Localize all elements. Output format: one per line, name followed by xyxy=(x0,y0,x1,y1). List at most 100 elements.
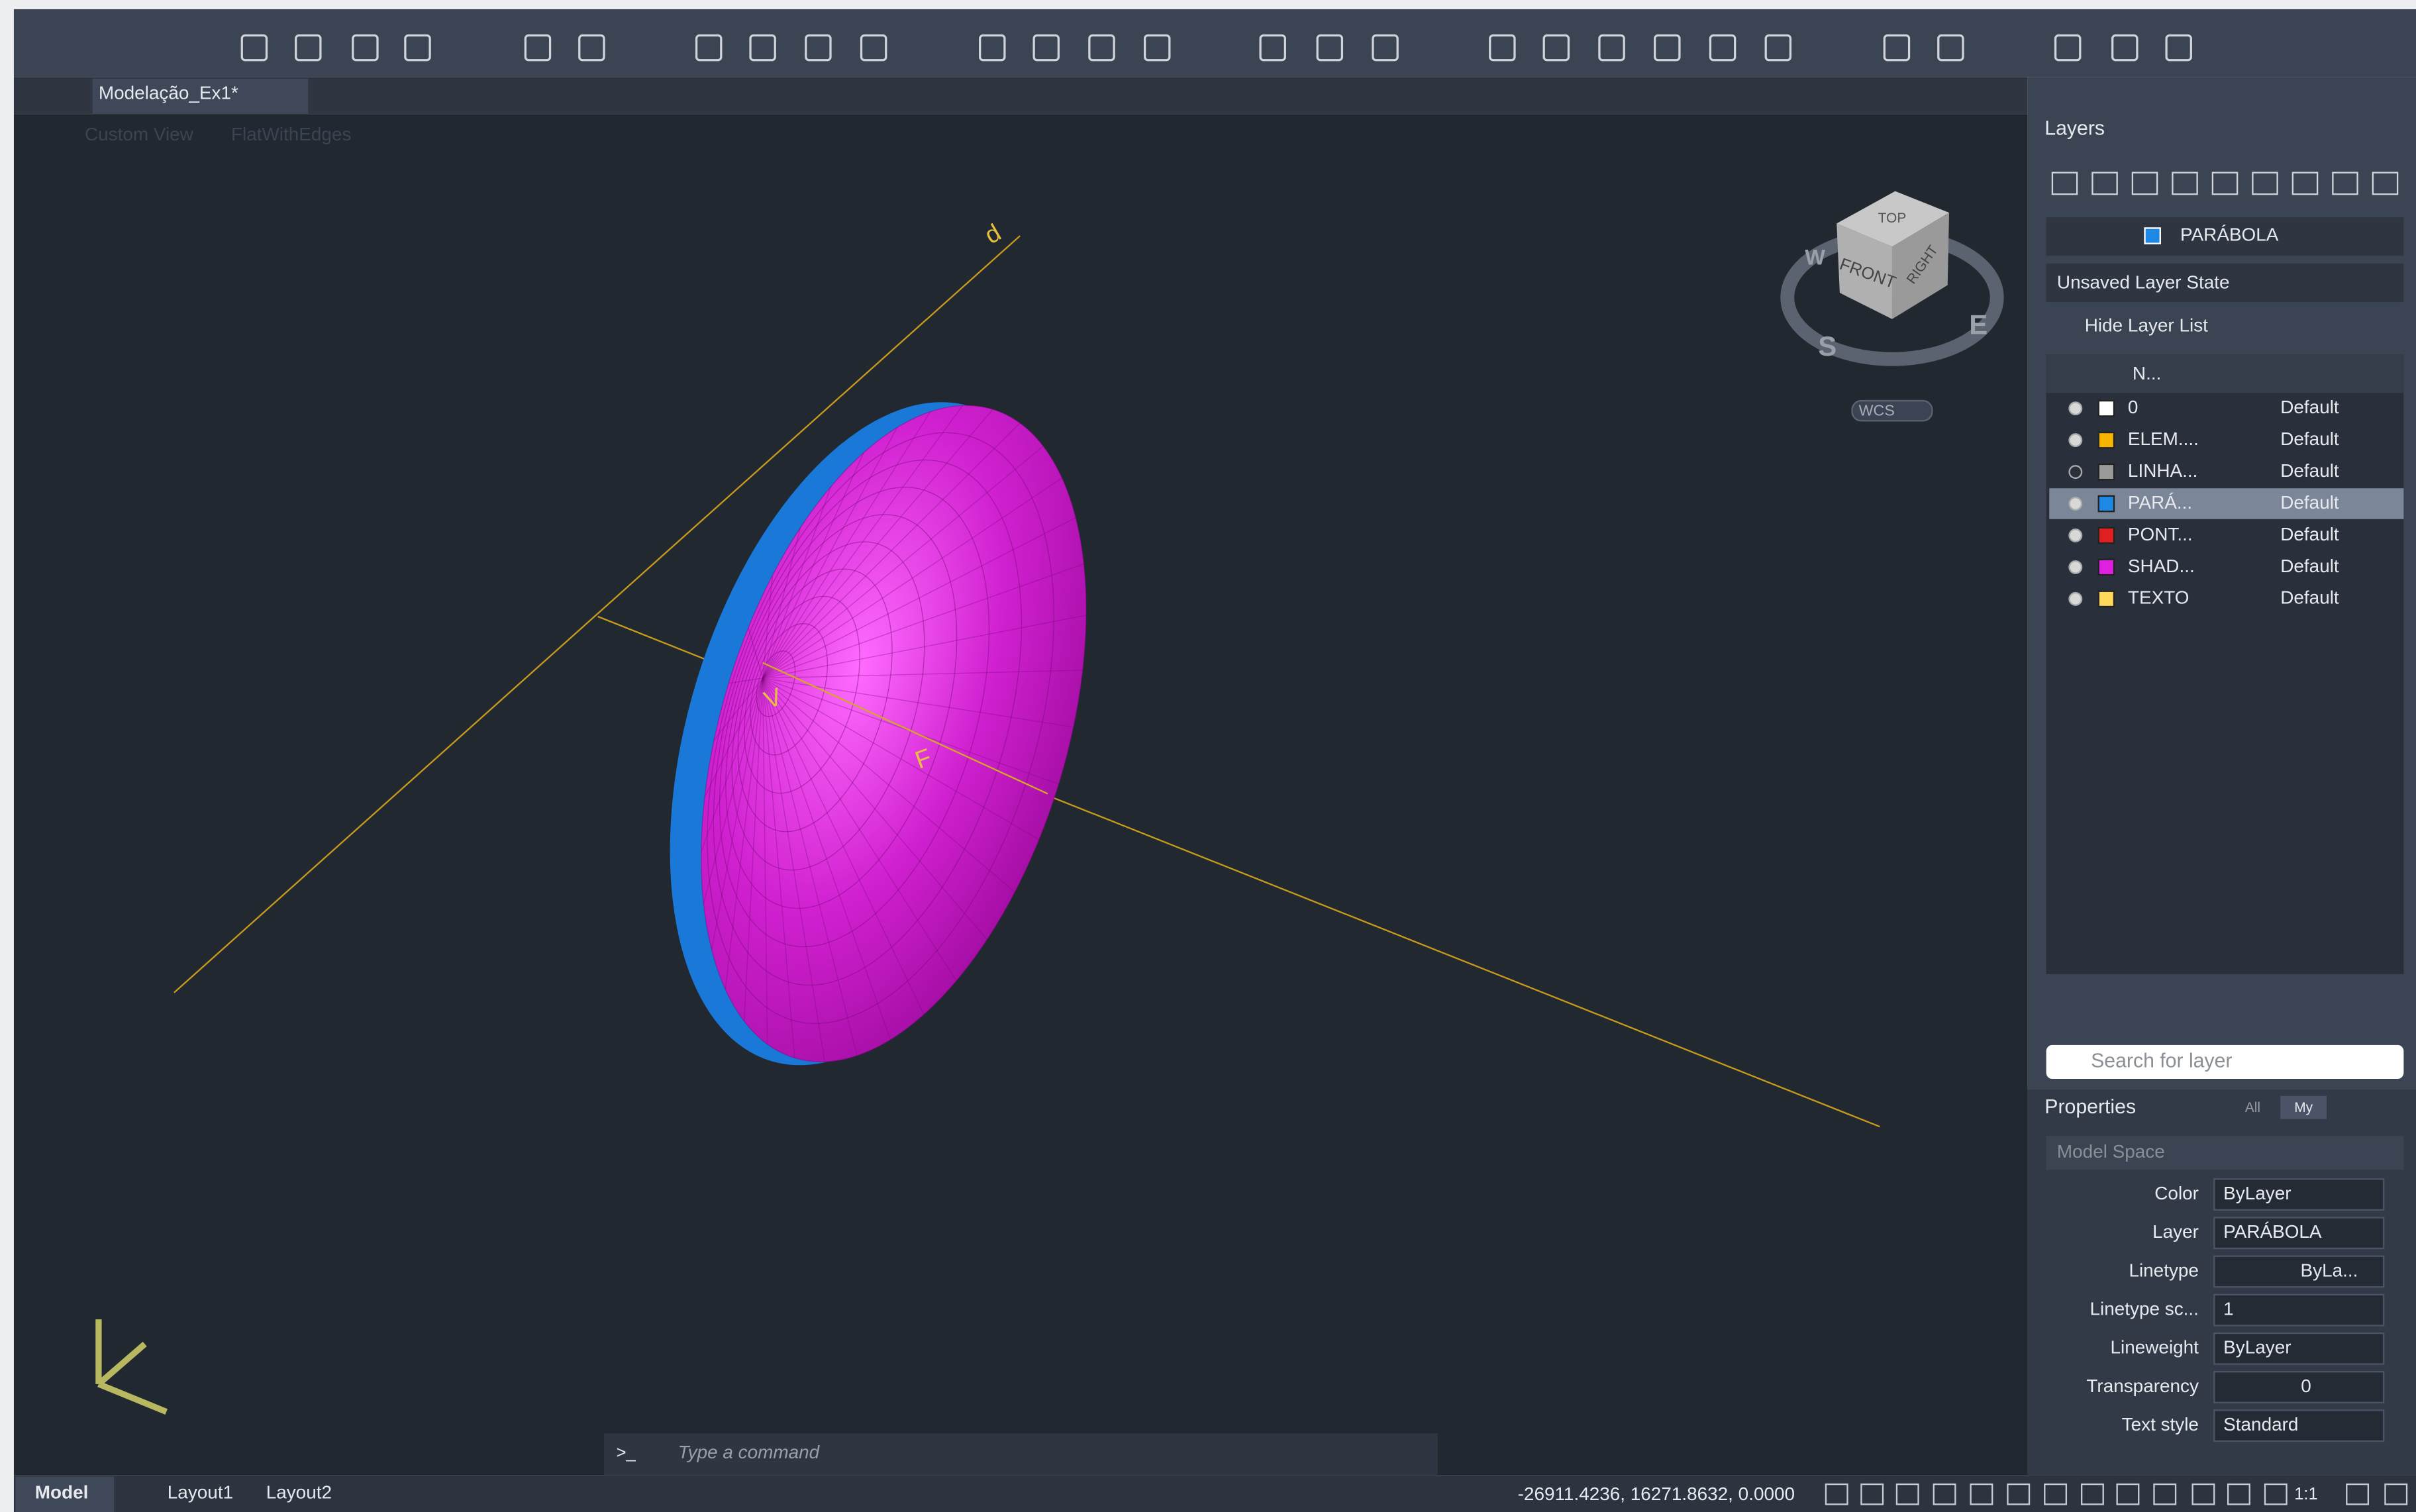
layout-tab[interactable]: Layout1 xyxy=(168,1482,233,1502)
toolbar-button[interactable] xyxy=(404,34,431,62)
toolbar-button[interactable] xyxy=(1259,34,1286,62)
layer-color[interactable] xyxy=(2097,463,2115,481)
toolbar-button[interactable] xyxy=(240,34,268,62)
layer-state-dropdown[interactable] xyxy=(2046,263,2404,303)
toolbar-button[interactable] xyxy=(1937,34,1964,62)
current-layer[interactable]: PARÁBOLA xyxy=(2180,224,2279,244)
status-toggle[interactable] xyxy=(1860,1483,1884,1505)
status-toggle[interactable] xyxy=(1933,1483,1956,1505)
toolbar-button[interactable] xyxy=(979,34,1006,62)
status-toggle[interactable] xyxy=(1970,1483,1993,1505)
status-toggle[interactable] xyxy=(2044,1483,2068,1505)
toolbar-button[interactable] xyxy=(1372,34,1399,62)
layer-linetype[interactable]: Default xyxy=(2280,587,2339,608)
status-toggle[interactable] xyxy=(2007,1483,2031,1505)
filter-my[interactable]: My xyxy=(2294,1100,2313,1115)
property-value[interactable]: PARÁBOLA xyxy=(2223,1221,2322,1242)
filter-all[interactable]: All xyxy=(2245,1100,2260,1115)
command-input[interactable]: Type a command xyxy=(678,1442,821,1462)
layer-linetype[interactable]: Default xyxy=(2280,428,2339,449)
filter-my-bg[interactable] xyxy=(2280,1095,2327,1119)
property-field[interactable] xyxy=(2213,1178,2385,1211)
toolbar-button[interactable] xyxy=(1088,34,1115,62)
cube-front[interactable] xyxy=(1837,223,1892,319)
layer-color[interactable] xyxy=(2097,431,2115,449)
layer-color[interactable] xyxy=(2097,590,2115,608)
layer-tool[interactable] xyxy=(2332,172,2358,195)
toolbar-button[interactable] xyxy=(2054,34,2082,62)
layer-linetype[interactable]: Default xyxy=(2280,460,2339,481)
annotation-scale[interactable]: 1:1 xyxy=(2294,1485,2318,1503)
visibility-toggle[interactable] xyxy=(2068,433,2083,448)
property-field[interactable] xyxy=(2213,1409,2385,1442)
layer-name[interactable]: PARÁ... xyxy=(2128,492,2192,513)
status-toggle[interactable] xyxy=(2264,1483,2288,1505)
layer-tool[interactable] xyxy=(2372,172,2399,195)
view-name[interactable]: Custom View xyxy=(85,124,194,144)
property-field[interactable] xyxy=(2213,1371,2385,1403)
toolbar-button[interactable] xyxy=(1598,34,1625,62)
property-value[interactable]: ByLayer xyxy=(2223,1337,2291,1358)
status-toggle[interactable] xyxy=(2384,1483,2408,1505)
status-toggle[interactable] xyxy=(1825,1483,1848,1505)
layer-tool[interactable] xyxy=(2291,172,2319,195)
property-value[interactable]: ByLayer xyxy=(2223,1183,2291,1203)
visual-style[interactable]: FlatWithEdges xyxy=(231,124,351,144)
property-field[interactable] xyxy=(2213,1255,2385,1288)
ucs-label[interactable]: WCS xyxy=(1859,402,1895,419)
toolbar-button[interactable] xyxy=(1709,34,1736,62)
toolbar-button[interactable] xyxy=(1542,34,1570,62)
visibility-toggle[interactable] xyxy=(2068,560,2083,574)
layer-color[interactable] xyxy=(2097,495,2115,513)
current-layer-dropdown[interactable] xyxy=(2046,217,2404,256)
layer-tool[interactable] xyxy=(2131,172,2158,195)
property-value[interactable]: Standard xyxy=(2223,1414,2298,1435)
layer-color[interactable] xyxy=(2097,527,2115,544)
status-toggle[interactable] xyxy=(2227,1483,2250,1505)
layer-tool[interactable] xyxy=(2051,172,2078,195)
toolbar-button[interactable] xyxy=(1654,34,1681,62)
layout-tab[interactable]: Layout2 xyxy=(266,1482,332,1502)
active-tab[interactable] xyxy=(15,1476,115,1512)
compass-w[interactable]: W xyxy=(1805,246,1825,270)
layout-tab[interactable]: Model xyxy=(35,1482,89,1502)
status-toggle[interactable] xyxy=(2346,1483,2370,1505)
status-toggle[interactable] xyxy=(1895,1483,1919,1505)
toolbar-button[interactable] xyxy=(524,34,552,62)
layer-linetype[interactable]: Default xyxy=(2280,556,2339,576)
toolbar-button[interactable] xyxy=(695,34,723,62)
layer-state[interactable]: Unsaved Layer State xyxy=(2057,272,2230,293)
cube-top-label[interactable]: TOP xyxy=(1878,211,1907,226)
layer-search[interactable] xyxy=(2046,1044,2404,1080)
property-value[interactable]: 1 xyxy=(2223,1299,2234,1319)
property-field[interactable] xyxy=(2213,1217,2385,1250)
space-dropdown[interactable] xyxy=(2046,1136,2404,1170)
layer-tool[interactable] xyxy=(2211,172,2239,195)
visibility-toggle[interactable] xyxy=(2068,497,2083,511)
layer-name[interactable]: ELEM.... xyxy=(2128,428,2199,449)
layer-tool[interactable] xyxy=(2172,172,2198,195)
layer-color[interactable] xyxy=(2097,399,2115,417)
layer-name[interactable]: LINHA... xyxy=(2128,460,2197,481)
layer-tool[interactable] xyxy=(2252,172,2278,195)
layer-color[interactable] xyxy=(2097,558,2115,576)
layer-search-placeholder[interactable]: Search for layer xyxy=(2091,1050,2232,1072)
compass-s[interactable]: S xyxy=(1818,330,1837,362)
property-value[interactable]: ByLa... xyxy=(2301,1260,2358,1280)
toolbar-button[interactable] xyxy=(1883,34,1911,62)
property-value[interactable]: 0 xyxy=(2301,1376,2311,1396)
document-tab[interactable] xyxy=(92,78,309,115)
visibility-toggle[interactable] xyxy=(2068,591,2083,606)
status-toggle[interactable] xyxy=(2153,1483,2177,1505)
toolbar-button[interactable] xyxy=(578,34,605,62)
layer-name[interactable]: SHAD... xyxy=(2128,556,2195,576)
cube-top[interactable] xyxy=(1837,191,1950,247)
hide-layer-list[interactable]: Hide Layer List xyxy=(2085,315,2208,336)
toolbar-button[interactable] xyxy=(1489,34,1516,62)
status-toggle[interactable] xyxy=(2080,1483,2104,1505)
toolbar-button[interactable] xyxy=(295,34,322,62)
command-line[interactable] xyxy=(604,1433,1438,1476)
name-column[interactable]: N... xyxy=(2133,363,2161,383)
toolbar-button[interactable] xyxy=(860,34,887,62)
layer-name[interactable]: PONT... xyxy=(2128,524,2193,544)
